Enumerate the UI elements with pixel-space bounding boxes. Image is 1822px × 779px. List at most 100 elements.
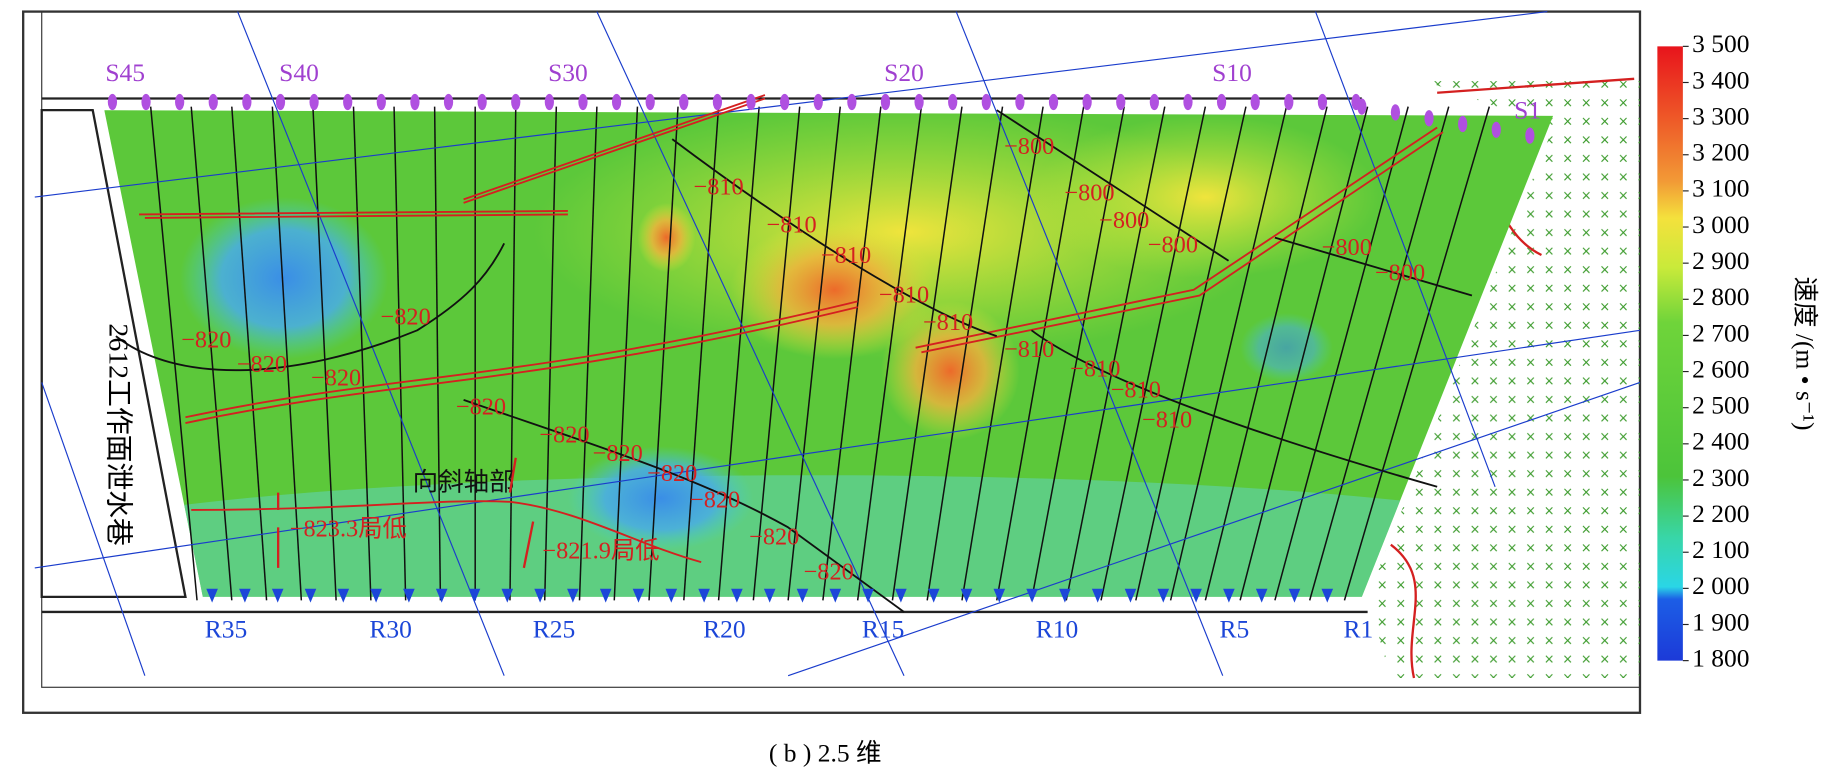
station-top: [1525, 127, 1535, 144]
contour-label: −810: [1004, 336, 1054, 363]
contour-label: −820: [690, 486, 740, 513]
grid-lines: [34, 11, 1641, 677]
colorbar-tick-label: 2 800: [1692, 282, 1749, 311]
survey-line: [926, 106, 1004, 601]
faults: [139, 94, 1444, 564]
survey-line: [787, 106, 842, 601]
station-top: [1424, 110, 1434, 127]
colorbar: [1657, 46, 1683, 661]
survey-line: [995, 106, 1085, 601]
station-top: [611, 93, 622, 111]
station-bottom: [501, 588, 514, 603]
station-top: [948, 93, 958, 111]
colorbar-tick-label: 3 200: [1692, 138, 1749, 167]
survey-line: [961, 106, 1044, 601]
station-bottom: [206, 588, 218, 603]
station-bottom: [1091, 588, 1104, 603]
survey-line: [752, 106, 801, 601]
survey-line: [1135, 106, 1247, 601]
low-label: −823.3局低: [290, 515, 407, 542]
contour-label: −820: [381, 303, 431, 330]
survey-line: [190, 106, 233, 601]
colorbar-tick-label: 3 300: [1692, 101, 1749, 130]
station-top: [477, 93, 487, 111]
survey-line: [822, 106, 882, 601]
station-label: S30: [548, 58, 588, 87]
station-top: [175, 93, 185, 111]
contours: [115, 109, 1473, 613]
station-bottom: [1288, 588, 1301, 603]
survey-line: [1204, 106, 1328, 601]
station-bottom: [534, 588, 546, 603]
contour-label: −810: [923, 309, 973, 336]
station-top: [847, 93, 857, 111]
station-top: [712, 93, 723, 111]
survey-line: [1343, 106, 1491, 601]
contour-label: −800: [1148, 231, 1198, 258]
station-top: [746, 93, 756, 111]
station-bottom: [370, 588, 382, 603]
station-top: [813, 93, 823, 111]
colorbar-tick-label: 3 100: [1692, 174, 1749, 203]
station-top: [1458, 115, 1468, 133]
contour-label: −820: [804, 558, 854, 585]
station-label: R5: [1219, 614, 1249, 643]
station-bottom: [435, 588, 448, 603]
contour-label: −800: [1322, 234, 1372, 261]
station-bottom: [403, 588, 415, 603]
station-bottom: [1157, 588, 1170, 603]
colorbar-ticks: 3 500 3 400 3 300 3 200 3 100 3 000 2 900 2 800…: [1682, 29, 1749, 672]
station-bottom: [665, 588, 678, 603]
colorbar-tick-label: 2 200: [1692, 499, 1749, 528]
station-top: [1116, 93, 1126, 111]
station-top: [1048, 93, 1059, 111]
survey-line: [891, 106, 963, 601]
station-bottom: [567, 588, 579, 603]
survey-line: [433, 106, 442, 601]
station-bottom: [731, 588, 743, 603]
survey-line: [271, 106, 303, 601]
survey-line: [856, 106, 923, 601]
station-top: [1390, 104, 1401, 121]
contour-label: −800: [1375, 259, 1425, 286]
station-bottom: [960, 588, 973, 603]
station-top: [107, 93, 118, 111]
contour-label: −820: [749, 524, 799, 551]
colorbar-tick-label: 2 700: [1692, 318, 1749, 347]
station-bottom: [763, 588, 776, 603]
station-bottom: [1190, 588, 1202, 603]
station-top: [780, 93, 790, 111]
survey-line: [1100, 106, 1207, 601]
station-top: [679, 93, 689, 111]
contour-label: −810: [1142, 406, 1192, 433]
contour-label: −810: [1070, 355, 1120, 382]
station-top: [880, 93, 891, 111]
contour-label: −820: [539, 422, 589, 449]
colorbar-tick-label: 2 900: [1692, 246, 1749, 275]
colorbar-tick-label: 3 500: [1692, 29, 1749, 58]
station-top: [1317, 93, 1328, 111]
station-top: [208, 93, 218, 111]
station-bottom: [271, 588, 284, 603]
station-top: [1216, 93, 1227, 111]
survey-line: [717, 106, 760, 601]
contour-label: −810: [1111, 376, 1161, 403]
station-top: [376, 93, 386, 111]
station-top: [1250, 93, 1260, 111]
contour-label: −800: [1064, 179, 1114, 206]
colorbar-tick-label: 2 600: [1692, 354, 1749, 383]
station-label: R30: [369, 614, 411, 643]
station-label: R25: [533, 614, 575, 643]
station-top: [981, 93, 991, 111]
station-bottom: [1124, 588, 1137, 603]
map: S45 S40 S30 S20 S10 S1 R35 R30 R25 R20 R15 R10 R5 R1 −…: [22, 10, 1819, 768]
station-bottom: [1059, 588, 1071, 603]
station-top: [309, 93, 319, 111]
station-label: R15: [862, 614, 904, 643]
station-top: [1149, 93, 1159, 111]
station-label: S1: [1514, 95, 1541, 124]
roadway-label: 2612工作面泄水巷: [103, 323, 134, 546]
survey-line: [1030, 106, 1125, 601]
survey-line: [1308, 106, 1450, 601]
